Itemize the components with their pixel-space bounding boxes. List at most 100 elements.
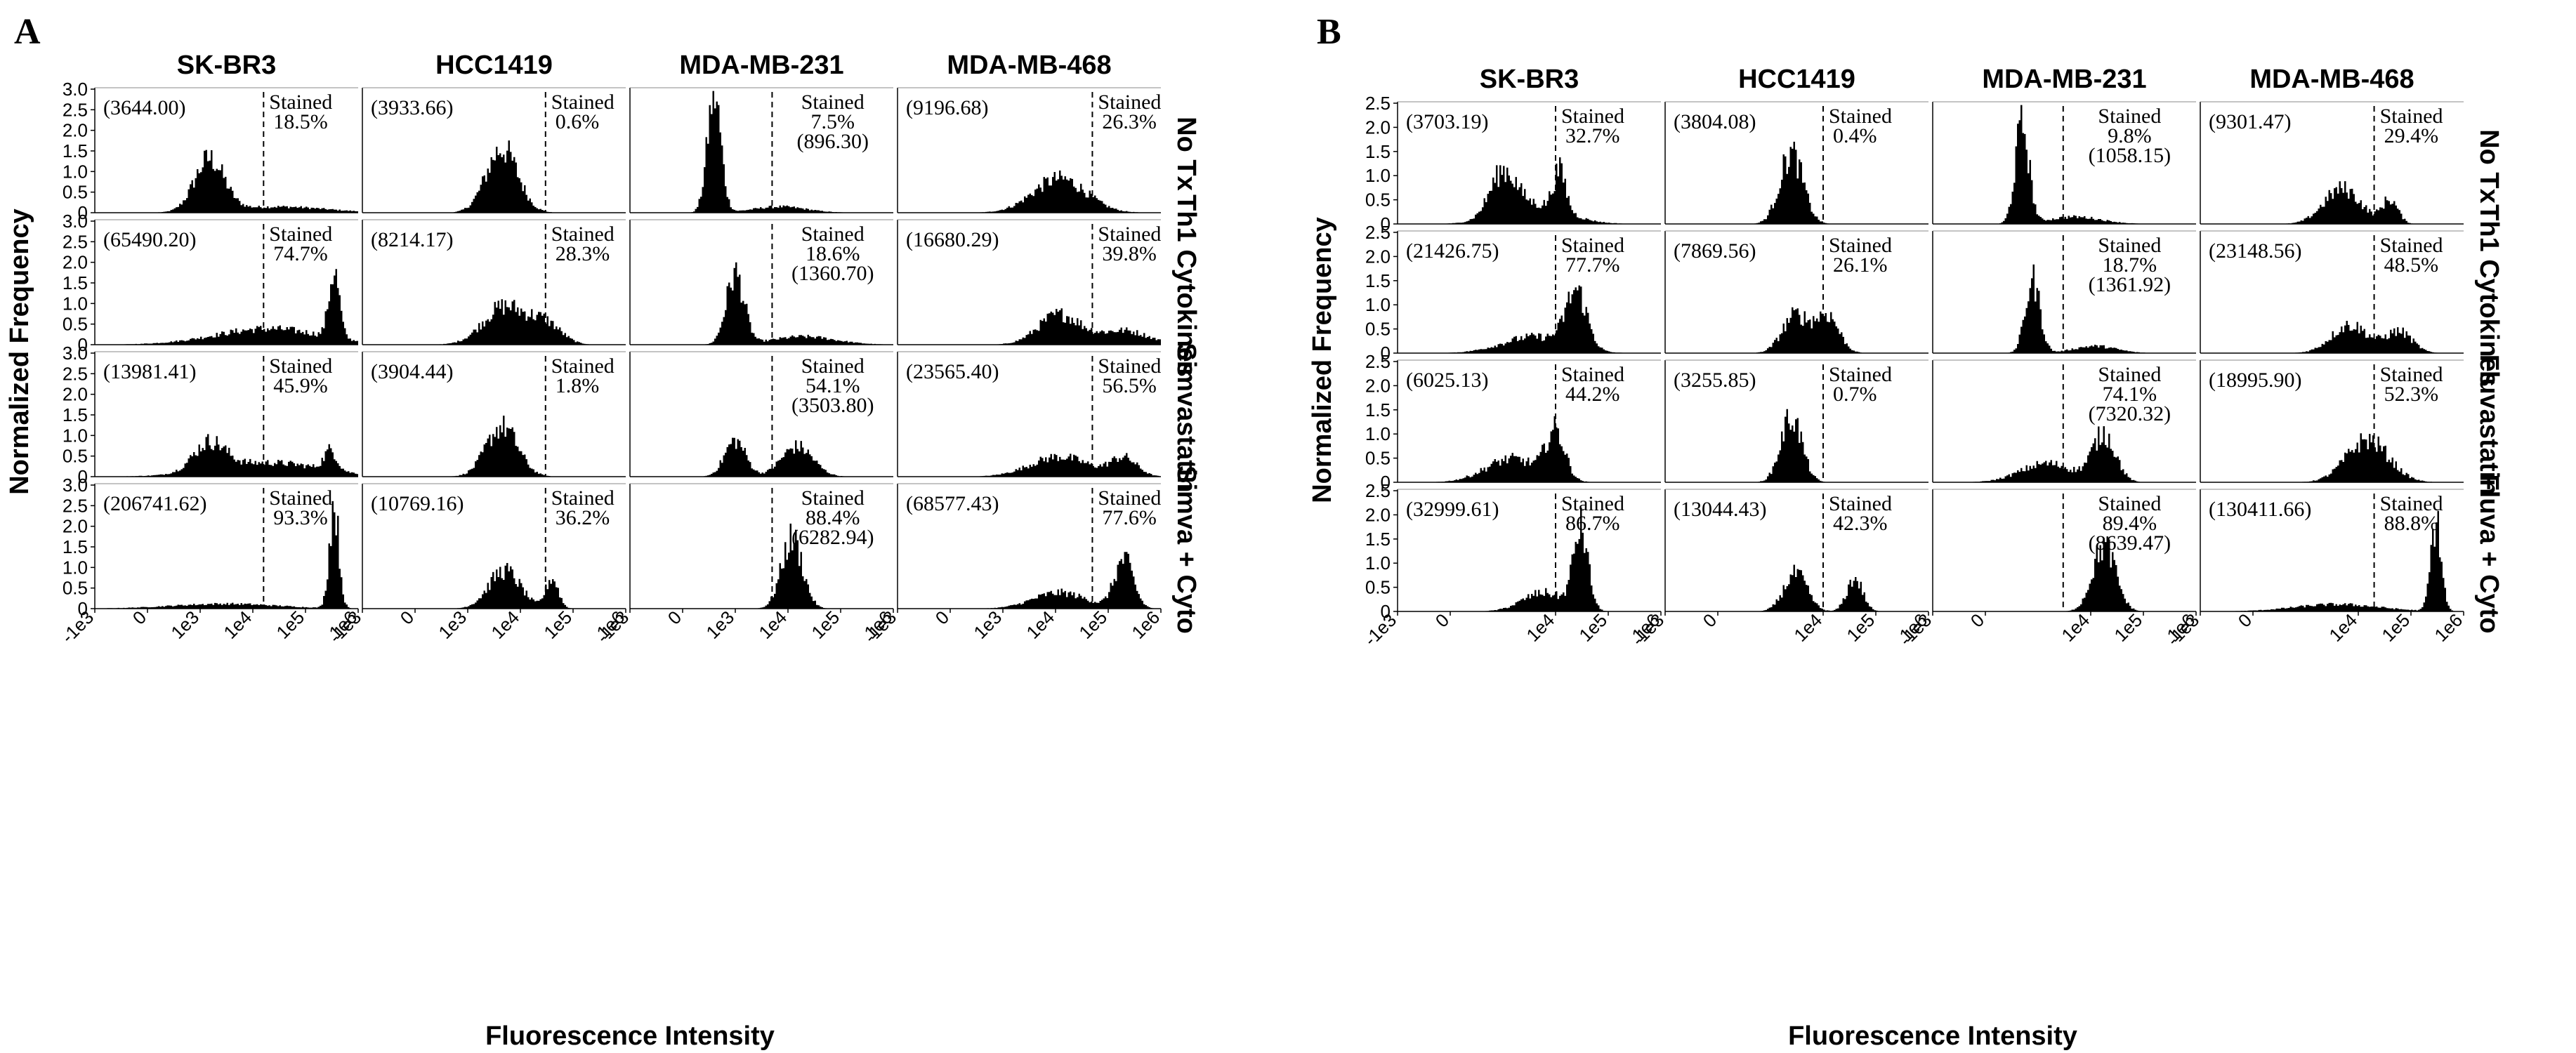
mfi-label: (1360.70): [791, 262, 874, 285]
stained-percent: 28.3%: [556, 242, 610, 265]
histogram-bars: [95, 269, 358, 345]
stained-percent: 74.1%: [2103, 383, 2157, 406]
stained-label: Stained: [1829, 105, 1892, 128]
stained-percent: 18.7%: [2103, 253, 2157, 277]
stained-percent: 77.6%: [1102, 506, 1157, 529]
stained-label: Stained: [269, 355, 332, 378]
column-header: SK-BR3: [1480, 65, 1579, 94]
y-tick-label: 2.0: [63, 120, 88, 141]
stained-label: Stained: [1829, 234, 1892, 257]
y-tick-label: 1.0: [1365, 165, 1391, 186]
histogram-bars: [95, 150, 358, 213]
stained-label: Stained: [1561, 234, 1624, 257]
mfi-label: (130411.66): [2209, 498, 2311, 521]
stained-label: Stained: [1098, 223, 1161, 246]
stained-percent: 93.3%: [273, 506, 328, 529]
panel-B: B Normalized Frequency Fluorescence Intens…: [1308, 12, 2504, 1051]
y-tick-label: 0: [1381, 343, 1391, 364]
panel-letter-B: B: [1317, 12, 1341, 52]
column-header: MDA-MB-468: [2249, 65, 2414, 94]
stained-label: Stained: [2098, 492, 2161, 515]
y-axis-label: Normalized Frequency: [1308, 217, 1337, 503]
stained-percent: 89.4%: [2103, 512, 2157, 535]
mfi-label: (13981.41): [103, 360, 196, 383]
mfi-label: (1058.15): [2089, 144, 2171, 167]
y-tick-label: 2.0: [1365, 246, 1391, 267]
row-label: Th1 Cytokines: [2474, 204, 2504, 387]
stained-percent: 52.3%: [2384, 383, 2439, 406]
histogram-cell: 00.51.01.52.02.5(32999.61) Stained86.7%-1…: [1360, 480, 1664, 650]
histogram-bars: [1933, 426, 2196, 482]
y-tick-label: 0: [78, 334, 88, 355]
y-tick-label: 0.5: [1365, 577, 1391, 598]
stained-percent: 56.5%: [1102, 374, 1157, 397]
histogram-bars: [2200, 181, 2464, 224]
stained-percent: 42.3%: [1833, 512, 1888, 535]
stained-label: Stained: [269, 91, 332, 114]
y-tick-label: 1.5: [63, 272, 88, 293]
y-tick-label: 1.5: [1365, 399, 1391, 420]
stained-label: Stained: [551, 223, 615, 246]
y-tick-label: 0: [1381, 213, 1391, 234]
histogram-bars: [1398, 416, 1661, 482]
y-tick-label: 2.0: [63, 252, 88, 273]
histogram-bars: [362, 563, 626, 609]
stained-percent: 9.8%: [2108, 124, 2152, 147]
y-tick-label: 0: [1381, 472, 1391, 493]
y-tick-label: 2.0: [63, 516, 88, 537]
stained-percent: 74.7%: [273, 242, 328, 265]
stained-percent: 18.5%: [273, 110, 328, 133]
column-header: MDA-MB-231: [679, 51, 843, 80]
histogram-bars: [95, 501, 358, 609]
y-tick-label: 2.5: [63, 99, 88, 120]
y-tick-label: 0.5: [63, 314, 88, 335]
y-tick-label: 1.0: [63, 425, 88, 446]
y-tick-label: 0: [78, 202, 88, 223]
y-tick-label: 0.5: [63, 446, 88, 467]
stained-percent: 18.6%: [806, 242, 860, 265]
column-header: MDA-MB-468: [947, 51, 1111, 80]
mfi-label: (6282.94): [791, 526, 874, 549]
column-header: SK-BR3: [177, 51, 276, 80]
histogram-bars: [95, 434, 358, 477]
mfi-label: (32999.61): [1406, 498, 1499, 521]
stained-label: Stained: [1098, 91, 1161, 114]
row-label: No Tx: [2474, 129, 2504, 204]
y-tick-label: 2.5: [63, 231, 88, 252]
mfi-label: (3255.85): [1674, 369, 1756, 392]
stained-label: Stained: [1829, 492, 1892, 515]
histogram-bars: [2200, 433, 2464, 482]
mfi-label: (65490.20): [103, 228, 196, 251]
mfi-label: (896.30): [796, 130, 868, 153]
stained-label: Stained: [2380, 363, 2443, 386]
mfi-label: (9301.47): [2209, 110, 2291, 133]
y-tick-label: 3.0: [63, 475, 88, 496]
mfi-label: (3644.00): [103, 96, 185, 119]
column-header: HCC1419: [1738, 65, 1855, 94]
y-tick-label: 1.5: [63, 536, 88, 557]
histogram-bars: [2200, 321, 2464, 353]
histogram-bars: [898, 308, 1161, 345]
y-tick-label: 2.0: [63, 384, 88, 405]
y-tick-label: 1.0: [63, 293, 88, 314]
histogram-bars: [1665, 409, 1928, 482]
mfi-label: (21426.75): [1406, 239, 1499, 263]
mfi-label: (3503.80): [791, 394, 874, 417]
y-tick-label: 0.5: [1365, 448, 1391, 469]
y-tick-label: 1.0: [63, 557, 88, 578]
stained-label: Stained: [2098, 363, 2161, 386]
mfi-label: (10769.16): [371, 492, 464, 515]
y-tick-label: 2.5: [63, 363, 88, 384]
histogram-bars: [1665, 564, 1928, 611]
stained-percent: 54.1%: [806, 374, 860, 397]
stained-label: Stained: [2380, 234, 2443, 257]
